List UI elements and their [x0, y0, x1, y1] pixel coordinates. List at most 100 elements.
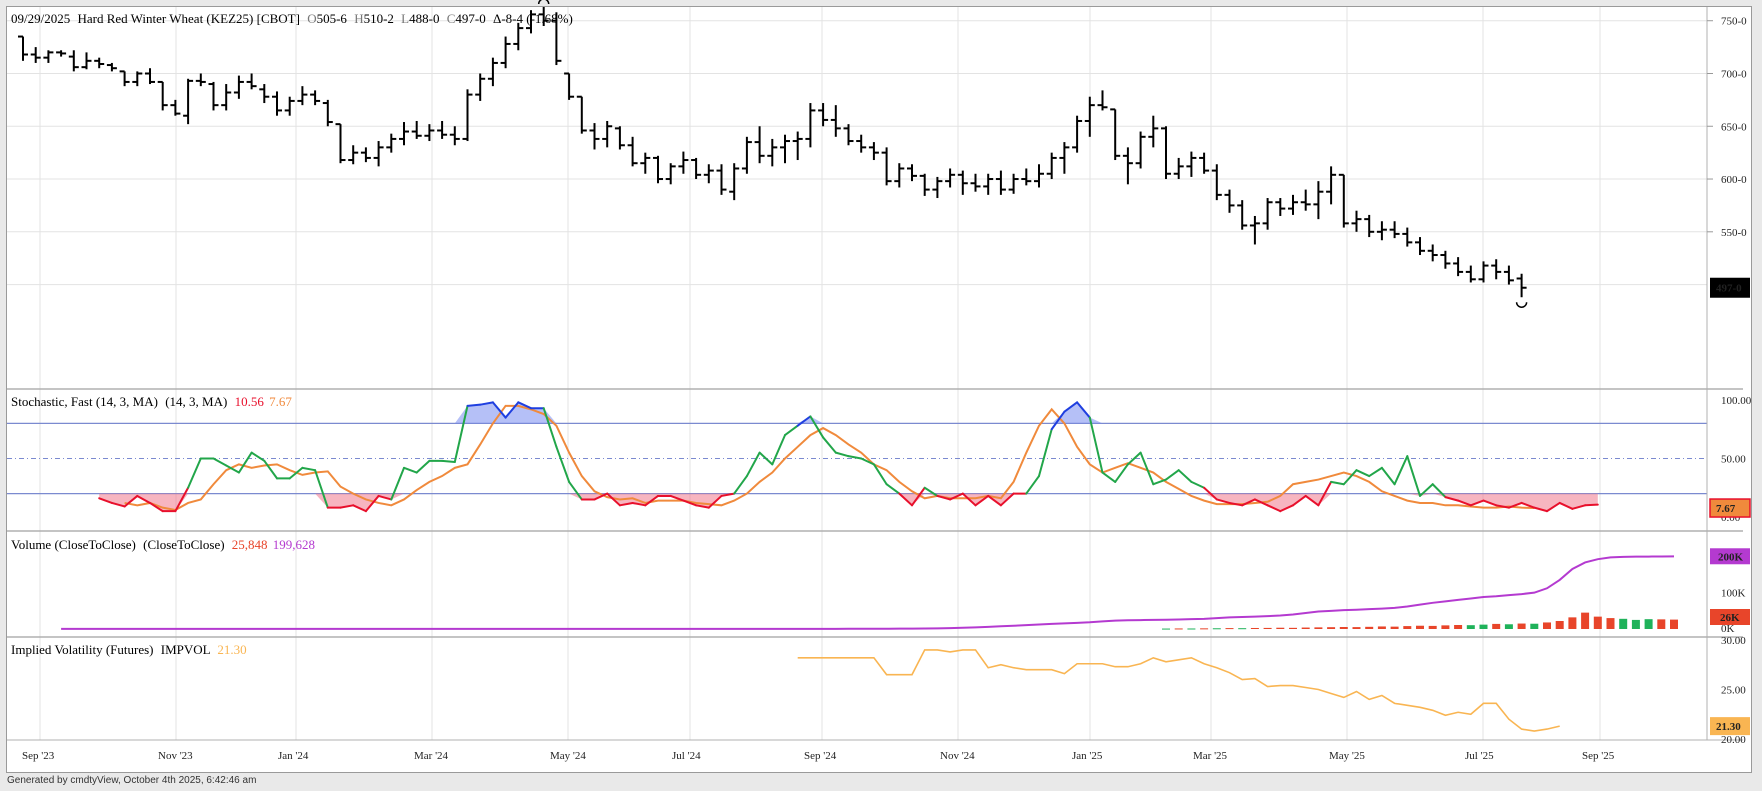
- stochastic-tick-label: 100.00: [1721, 395, 1752, 407]
- stochastic-params: (14, 3, MA): [165, 394, 227, 409]
- stochastic-k-segment: [1330, 480, 1345, 486]
- volume-last-box: [1710, 609, 1750, 625]
- stochastic-legend: Stochastic, Fast (14, 3, MA) (14, 3, MA)…: [11, 394, 292, 409]
- volume-bar: [1250, 627, 1259, 629]
- volume-bar: [1212, 628, 1221, 630]
- stochastic-k-segment: [1469, 499, 1485, 507]
- stochastic-k-segment: [860, 457, 875, 466]
- stochastic-k-segment: [949, 492, 964, 501]
- stochastic-k-segment: [885, 483, 901, 495]
- volume-bar: [1479, 624, 1488, 629]
- stochastic-k-segment: [98, 497, 113, 504]
- stochastic-k-segment: [352, 504, 367, 513]
- stochastic-k-value: 10.56: [235, 394, 265, 409]
- stochastic-k-segment: [1457, 499, 1472, 507]
- iv-tick-label: 25.00: [1721, 685, 1746, 697]
- stochastic-k-segment: [1444, 496, 1460, 502]
- volume-bar: [1504, 624, 1513, 629]
- stochastic-k-segment: [618, 501, 634, 507]
- volume-bar: [1365, 626, 1374, 629]
- volume-panel: [61, 555, 1678, 630]
- stochastic-k-segment: [301, 466, 317, 472]
- stochastic-k-segment: [834, 451, 850, 458]
- implied-volatility-line: [797, 649, 1560, 732]
- stochastic-k-segment: [872, 463, 888, 486]
- price-tick-label: 550-0: [1721, 227, 1747, 239]
- stochastic-k-segment: [390, 466, 405, 501]
- volume-bar: [1657, 619, 1666, 629]
- x-tick-label: Jul '25: [1465, 750, 1494, 762]
- stochastic-k-segment: [110, 501, 126, 508]
- stochastic-k-segment: [1520, 501, 1536, 509]
- stochastic-k-segment: [707, 494, 723, 509]
- volume-bar: [1517, 623, 1526, 629]
- volume-bar: [1606, 618, 1615, 629]
- stochastic-last-label: 7.67: [1716, 503, 1736, 515]
- open-interest-value: 199,628: [273, 537, 315, 552]
- stochastic-k-segment: [237, 451, 253, 474]
- instrument-name: Hard Red Winter Wheat (KEZ25) [CBOT]: [77, 11, 299, 26]
- iv-value: 21.30: [217, 642, 246, 657]
- stochastic-k-segment: [987, 494, 1002, 507]
- stochastic-k-segment: [225, 464, 240, 474]
- stochastic-k-segment: [1152, 478, 1167, 486]
- volume-bar: [1543, 622, 1551, 629]
- stochastic-k-segment: [555, 445, 571, 483]
- axes: Sep '23 Nov '23 Jan '24 Mar '24 May '24 Jul '…: [7, 7, 1752, 762]
- stochastic-k-segment: [1495, 504, 1510, 509]
- volume-bar: [1466, 625, 1475, 629]
- x-tick-label: Sep '25: [1582, 750, 1615, 762]
- stochastic-k-segment: [136, 494, 151, 504]
- volume-bar: [1339, 627, 1348, 629]
- iv-last-label: 21.30: [1716, 721, 1741, 733]
- stochastic-last-box: [1709, 498, 1751, 518]
- stochastic-k-segment: [339, 504, 355, 509]
- open-interest-last-box: [1710, 548, 1750, 565]
- x-tick-label: May '25: [1329, 750, 1365, 762]
- stochastic-k-segment: [1419, 483, 1434, 497]
- volume-bar: [1593, 616, 1602, 629]
- stochastic-k-segment: [377, 494, 393, 501]
- change-value: Δ-8-4 (-1.68%): [493, 11, 573, 26]
- high-label: H: [354, 11, 363, 26]
- stochastic-panel: [7, 401, 1707, 513]
- stochastic-k-segment: [974, 494, 990, 507]
- stochastic-k-segment: [669, 494, 685, 502]
- volume-bar: [1162, 628, 1170, 630]
- iv-tick-label: 30.00: [1721, 635, 1746, 647]
- stochastic-k-segment: [1507, 501, 1523, 509]
- stochastic-title: Stochastic, Fast (14, 3, MA): [11, 394, 158, 409]
- stochastic-k-segment: [936, 494, 952, 501]
- last-price-label: 497-0: [1716, 283, 1742, 295]
- stochastic-k-segment: [466, 403, 482, 407]
- overbought-fill: [99, 402, 1598, 424]
- iv-last-box: [1710, 717, 1750, 736]
- x-tick-label: Jan '25: [1072, 750, 1103, 762]
- stochastic-k-segment: [1558, 501, 1574, 510]
- stochastic-k-segment: [644, 494, 659, 507]
- open-value: 505-6: [317, 11, 348, 26]
- volume-bar: [1301, 627, 1310, 629]
- stochastic-k-segment: [1431, 483, 1447, 499]
- stochastic-k-segment: [745, 451, 761, 478]
- x-tick-label: Jan '24: [278, 750, 309, 762]
- volume-title: Volume (CloseToClose): [11, 537, 136, 552]
- stochastic-k-segment: [720, 492, 736, 497]
- stochastic-k-segment: [1088, 416, 1104, 474]
- stochastic-k-segment: [491, 401, 507, 419]
- x-tick-label: Mar '24: [414, 750, 449, 762]
- stochastic-k-segment: [1190, 480, 1206, 489]
- stochastic-k-segment: [1304, 494, 1320, 507]
- volume-bar: [1428, 625, 1437, 629]
- stochastic-k-segment: [911, 486, 926, 507]
- price-tick-label: 700-0: [1721, 68, 1747, 80]
- last-price-box: [1710, 277, 1750, 298]
- stochastic-k-segment: [1126, 451, 1142, 466]
- stochastic-k-segment: [606, 492, 621, 507]
- open-interest-last-label: 200K: [1718, 551, 1744, 563]
- stochastic-k-segment: [1342, 469, 1358, 486]
- stochastic-k-segment: [263, 459, 278, 480]
- stochastic-k-segment: [1025, 475, 1040, 495]
- stochastic-k-segment: [441, 459, 456, 464]
- volume-bar: [1454, 625, 1463, 629]
